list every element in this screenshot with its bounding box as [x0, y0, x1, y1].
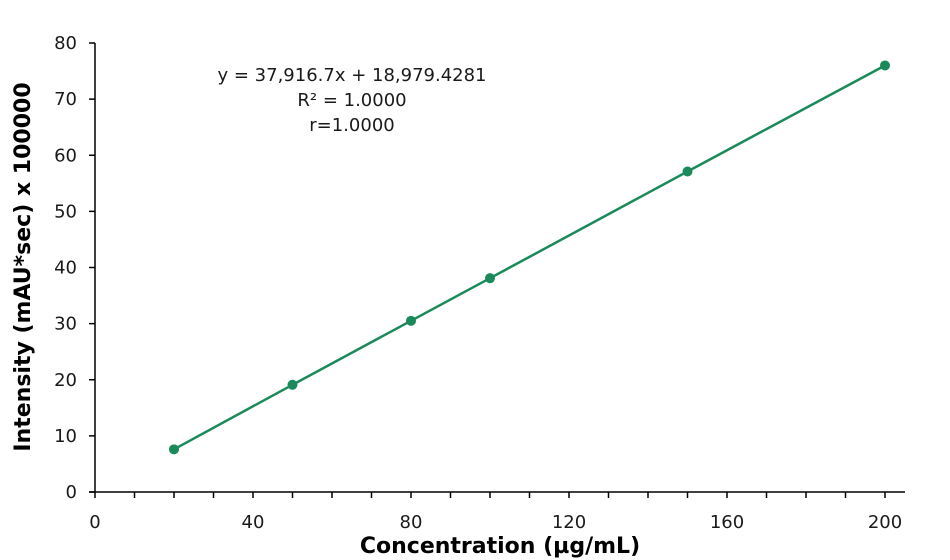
data-series [169, 60, 890, 455]
y-tick-label: 80 [54, 33, 77, 54]
x-tick-label: 40 [242, 512, 265, 533]
data-point-marker [287, 379, 298, 390]
y-tick-label: 0 [66, 482, 77, 503]
y-tick-label: 20 [54, 370, 77, 391]
y-axis-title: Intensity (mAU*sec) x 100000 [11, 82, 36, 451]
x-axis: 0 40 80 120 160 200 [89, 491, 905, 533]
correlation-label: r=1.0000 [309, 115, 394, 136]
data-point-marker [169, 444, 179, 455]
data-point-marker [880, 60, 890, 71]
data-point-marker [682, 166, 693, 177]
x-tick-label: 120 [552, 512, 586, 533]
x-axis-title: Concentration (µg/mL) [360, 534, 640, 559]
y-tick-label: 30 [54, 314, 77, 335]
r-squared-label: R² = 1.0000 [297, 90, 406, 111]
x-tick-label: 160 [710, 512, 744, 533]
data-point-marker [485, 273, 495, 284]
regression-equation: y = 37,916.7x + 18,979.4281 [217, 65, 486, 86]
x-tick-label: 200 [868, 512, 902, 533]
series-line [173, 64, 886, 451]
data-point-marker [406, 315, 416, 326]
y-axis: 0 10 20 30 40 50 60 70 80 [54, 33, 96, 503]
x-tick-label: 80 [400, 512, 423, 533]
y-tick-label: 60 [54, 145, 77, 166]
x-tick-label: 0 [89, 512, 100, 533]
y-tick-label: 50 [54, 201, 77, 222]
y-tick-label: 70 [54, 89, 77, 110]
y-tick-label: 10 [54, 426, 77, 447]
y-tick-label: 40 [54, 258, 77, 279]
